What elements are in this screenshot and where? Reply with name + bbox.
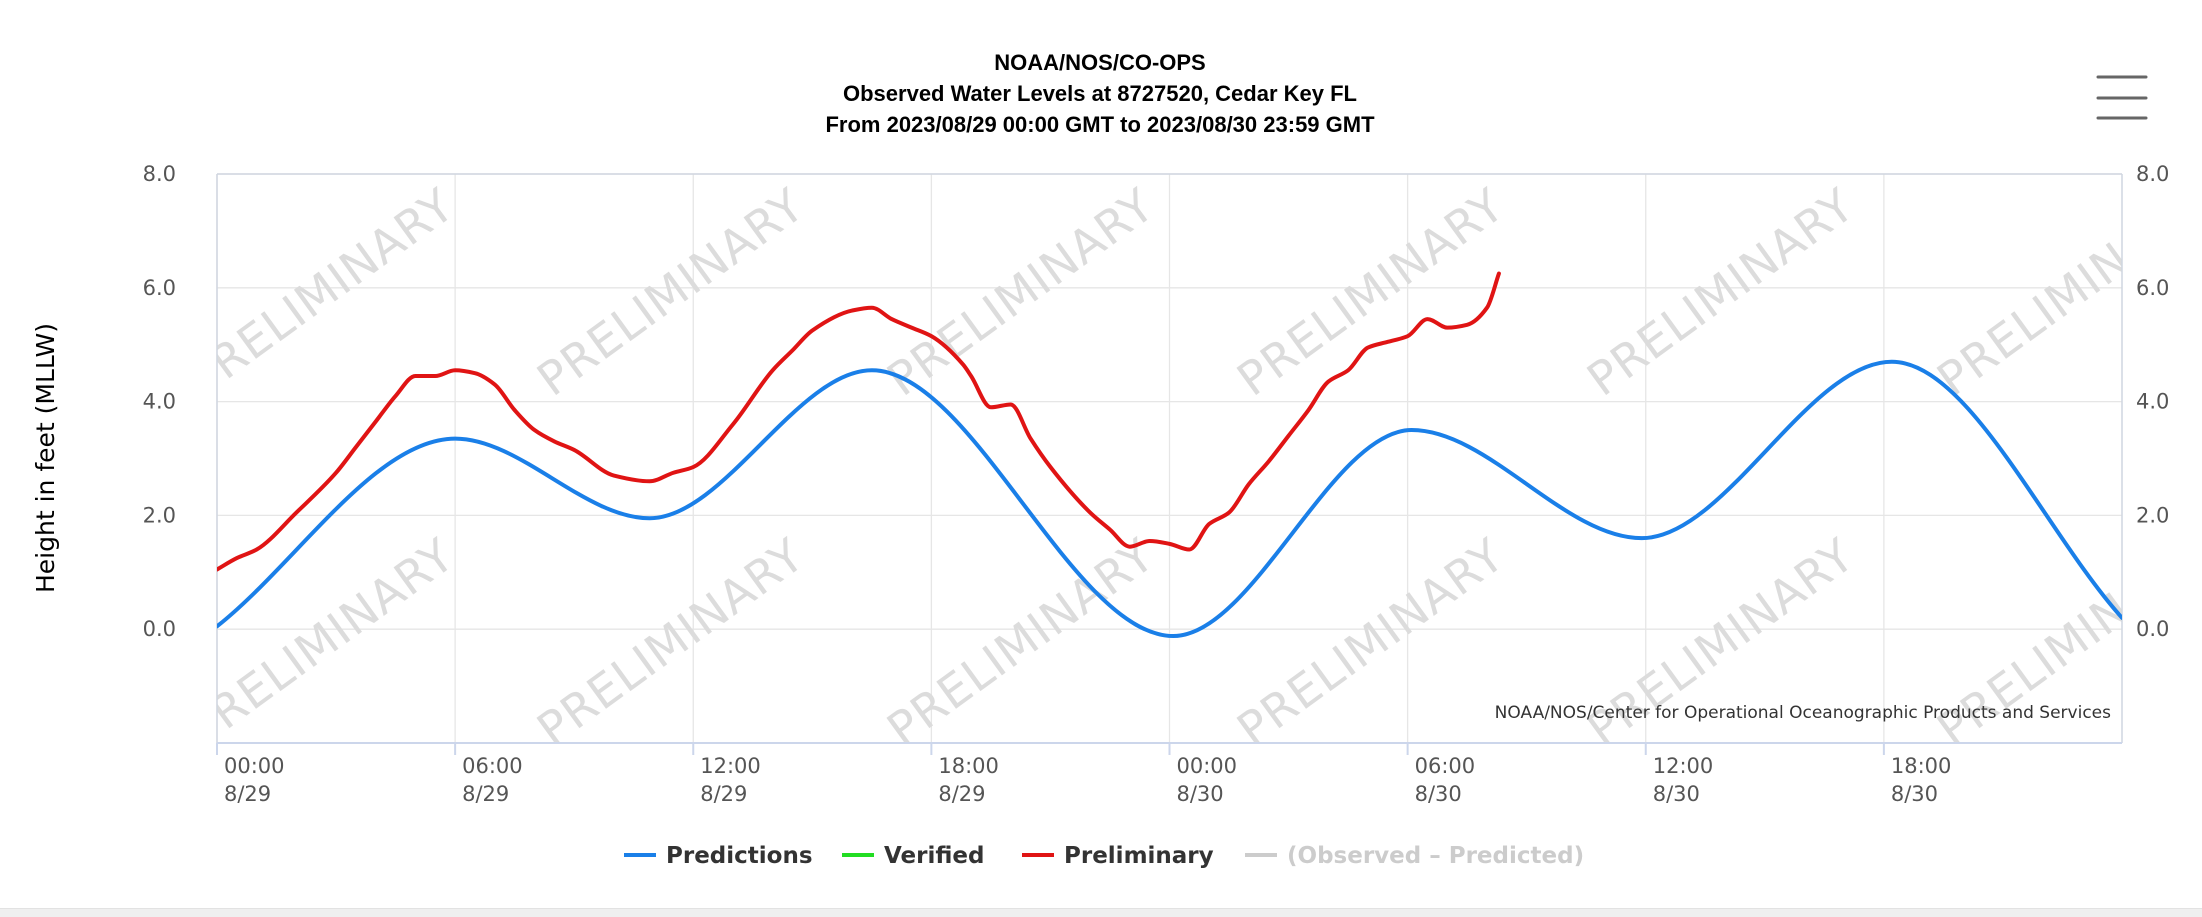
x-tick-time-label: 18:00 (1891, 754, 1952, 778)
legend-item-predictions[interactable]: Predictions (624, 843, 813, 869)
legend-label: Predictions (666, 843, 813, 869)
chart-title-line-2: Observed Water Levels at 8727520, Cedar … (843, 81, 1357, 106)
x-tick-date-label: 8/29 (700, 782, 747, 806)
y-tick-label-left: 8.0 (143, 162, 176, 186)
x-tick-time-label: 12:00 (1653, 754, 1714, 778)
y-tick-label-right: 8.0 (2136, 162, 2169, 186)
legend-item-preliminary[interactable]: Preliminary (1022, 843, 1214, 869)
y-tick-label-right: 6.0 (2136, 276, 2169, 300)
x-tick-time-label: 00:00 (1177, 754, 1238, 778)
chart-title-line-3: From 2023/08/29 00:00 GMT to 2023/08/30 … (825, 112, 1375, 137)
y-axis-right: 8.0 6.0 4.0 2.0 0.0 (2136, 162, 2169, 641)
x-tick-time-label: 06:00 (462, 754, 523, 778)
legend-item-verified[interactable]: Verified (842, 843, 984, 869)
x-tick-date-label: 8/29 (938, 782, 985, 806)
x-tick-date-label: 8/30 (1653, 782, 1700, 806)
series-line-predictions (217, 359, 2122, 639)
y-tick-label-left: 0.0 (143, 617, 176, 641)
plot-frame (216, 173, 2123, 755)
legend-label: Preliminary (1064, 843, 1214, 869)
y-axis-label: Height in feet (MLLW) (31, 323, 60, 593)
bottom-scroll-strip (0, 908, 2202, 917)
watermark-text: PRELIMINARY (1577, 178, 1864, 407)
watermark-text: PRELIMINARY (527, 528, 814, 757)
watermark-text: PRELIMINARY (177, 528, 464, 757)
x-tick-time-label: 06:00 (1415, 754, 1476, 778)
legend-item-observed-predicted[interactable]: (Observed – Predicted) (1245, 843, 1584, 869)
y-tick-label-right: 2.0 (2136, 503, 2169, 527)
x-tick-date-label: 8/30 (1415, 782, 1462, 806)
y-tick-label-left: 4.0 (143, 390, 176, 414)
x-tick-date-label: 8/29 (462, 782, 509, 806)
x-tick-time-label: 00:00 (224, 754, 285, 778)
legend: Predictions Verified Preliminary (Observed … (624, 843, 1584, 869)
legend-label: Verified (884, 843, 984, 869)
x-tick-time-label: 18:00 (938, 754, 999, 778)
y-tick-label-right: 0.0 (2136, 617, 2169, 641)
y-tick-label-left: 2.0 (143, 503, 176, 527)
hamburger-menu-icon (2096, 75, 2148, 120)
grid-lines (216, 173, 2122, 743)
series-layer (217, 271, 2122, 639)
series-line-preliminary (217, 271, 1501, 572)
x-tick-time-label: 12:00 (700, 754, 761, 778)
x-tick-date-label: 8/29 (224, 782, 271, 806)
chart-credit: NOAA/NOS/Center for Operational Oceanogr… (1495, 703, 2111, 723)
watermark-text: PRELIMINARY (1227, 178, 1514, 407)
x-tick-date-label: 8/30 (1891, 782, 1938, 806)
watermark-text: PRELIMINARY (877, 178, 1164, 407)
chart-title-line-1: NOAA/NOS/CO-OPS (994, 50, 1205, 75)
y-tick-label-right: 4.0 (2136, 390, 2169, 414)
y-tick-label-left: 6.0 (143, 276, 176, 300)
chart-menu-button[interactable] (2090, 68, 2154, 126)
watermark-text: PRELIMINARY (177, 178, 464, 407)
y-axis-left: 8.0 6.0 4.0 2.0 0.0 (143, 162, 176, 641)
watermark-text: PRELIMINARY (877, 528, 1164, 757)
x-tick-date-label: 8/30 (1177, 782, 1224, 806)
watermark-layer: PRELIMINARY PRELIMINARY PRELIMINARY PRELIMI… (177, 178, 2122, 757)
x-axis: 00:00 8/29 06:00 8/29 12:00 8/29 18:00 8/29 00:0… (224, 754, 1951, 806)
legend-label: (Observed – Predicted) (1287, 843, 1584, 869)
